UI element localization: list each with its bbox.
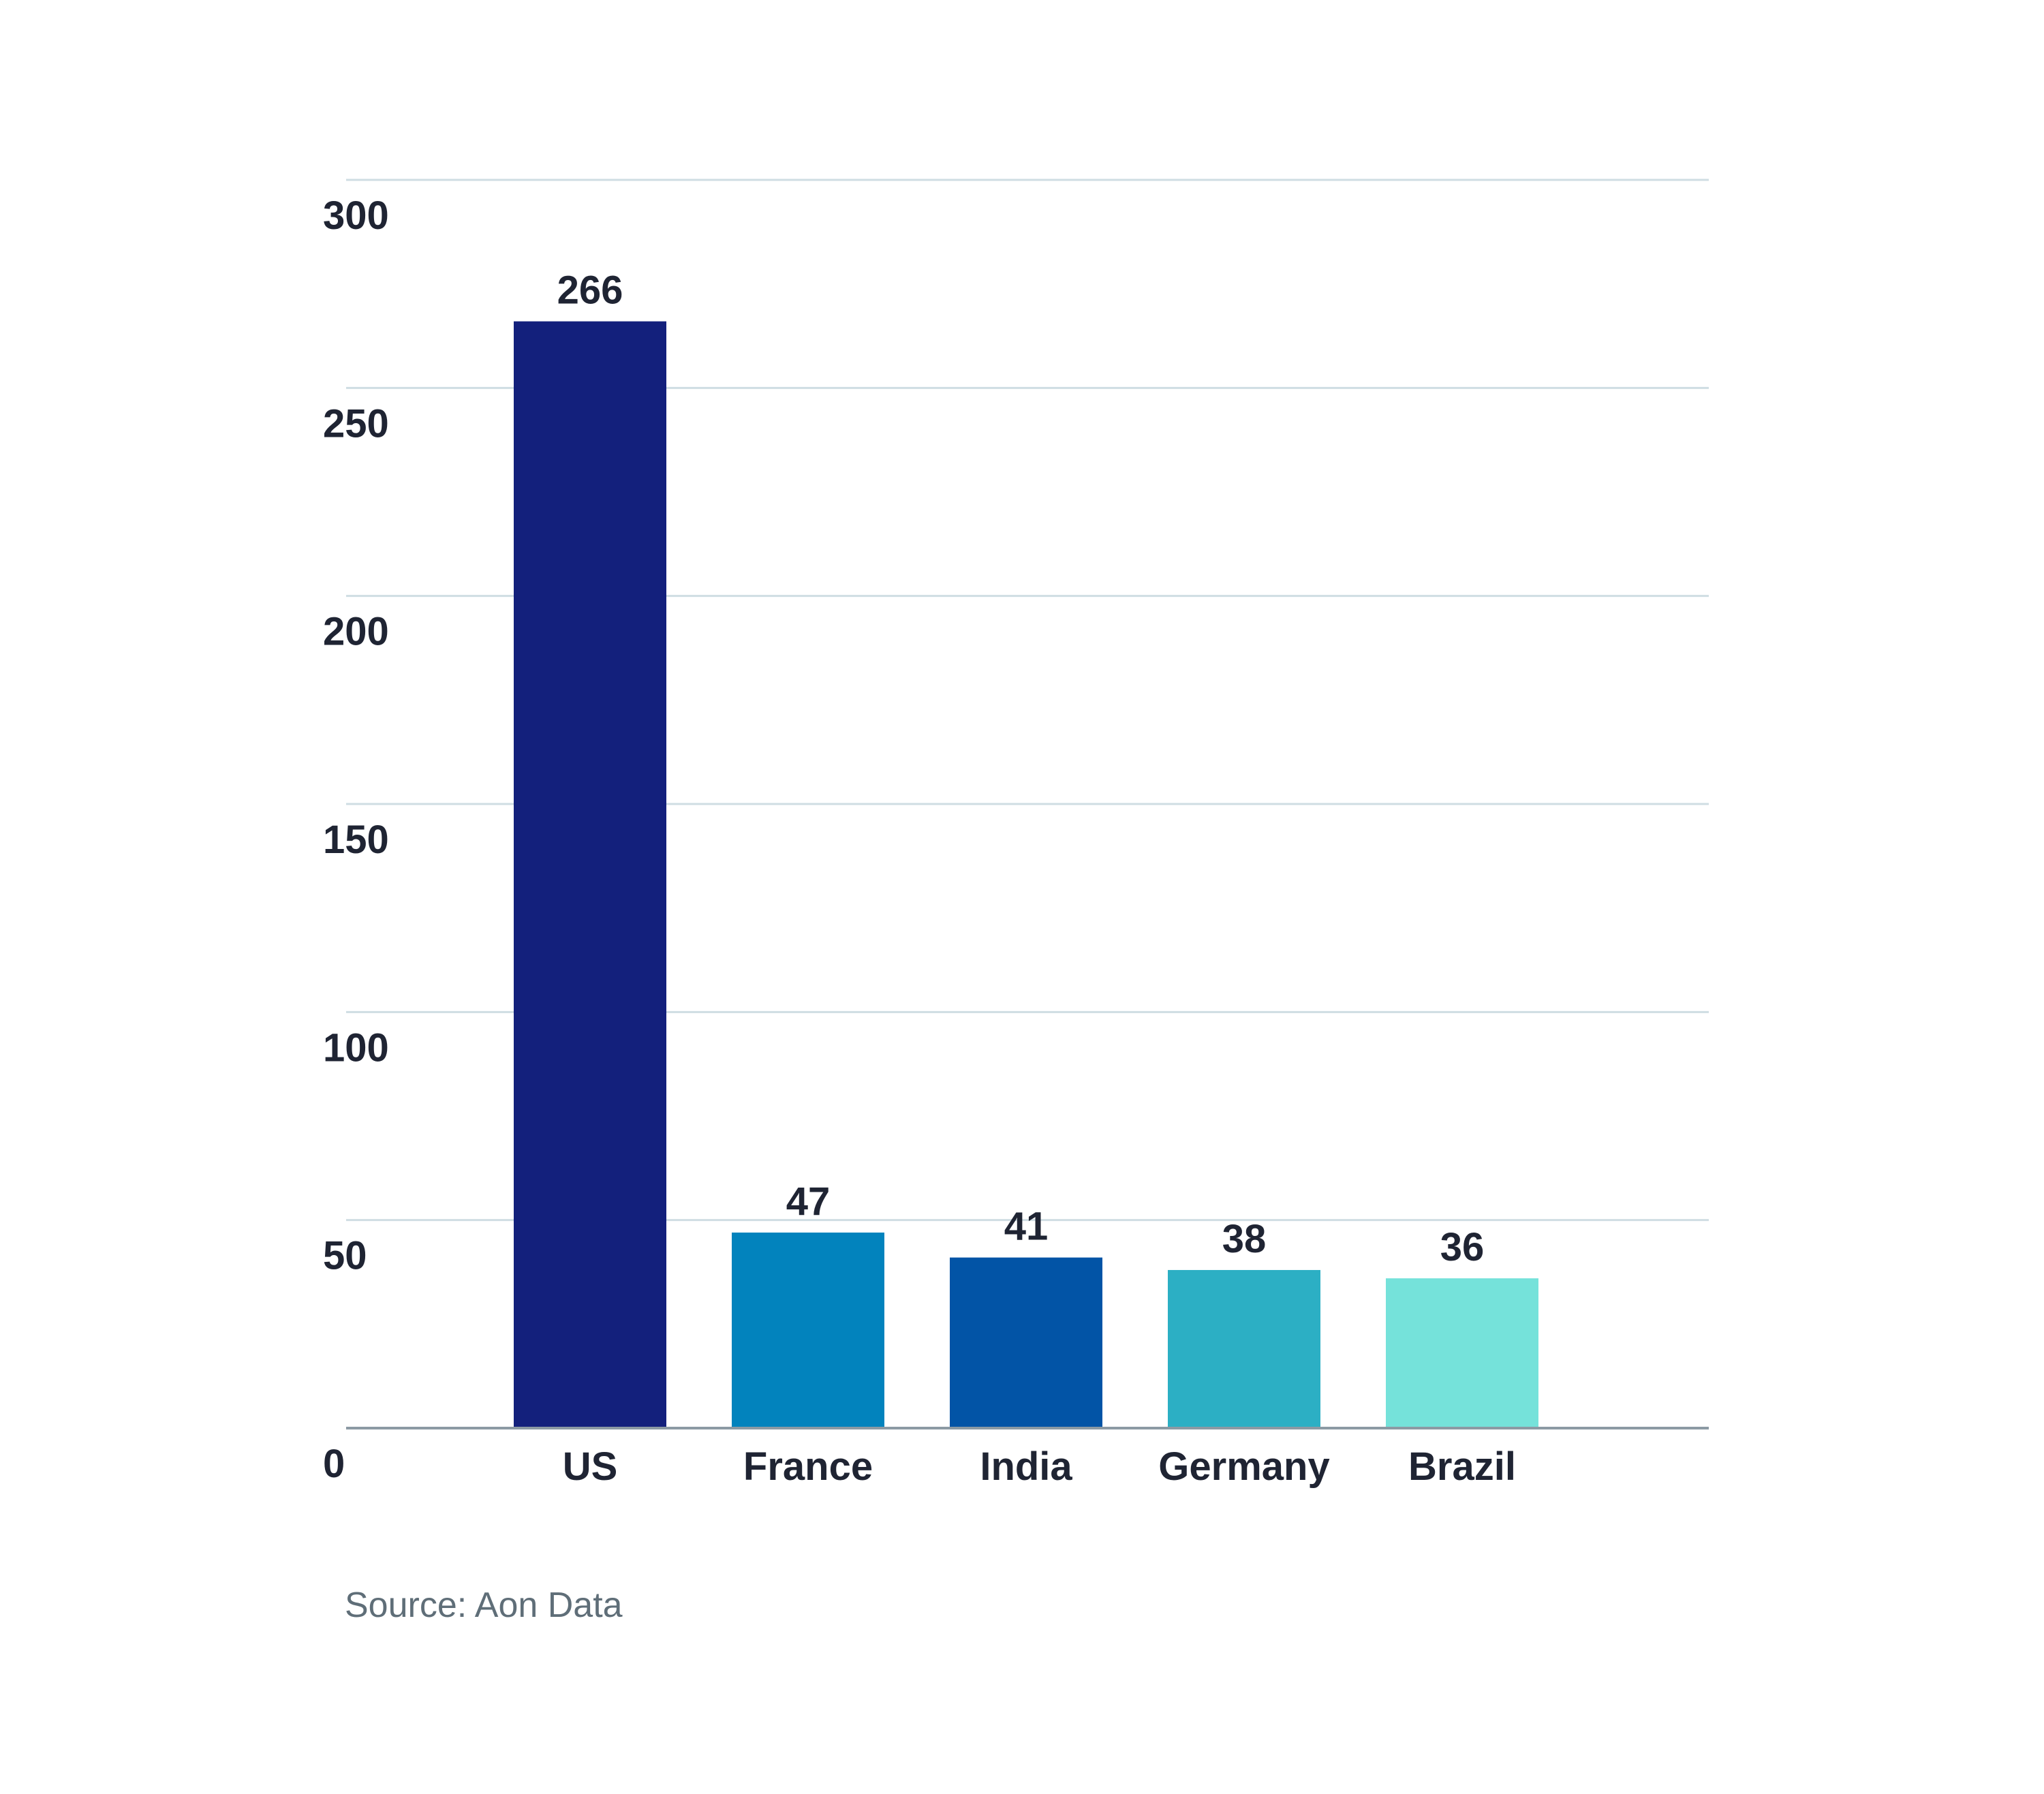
bars [514, 321, 1538, 1428]
source-note: Source: Aon Data [345, 1586, 623, 1625]
y-tick-label-0: 0 [323, 1442, 345, 1486]
x-axis-category-labels: US France India Germany Brazil [563, 1444, 1516, 1489]
y-tick-label-100: 100 [323, 1025, 389, 1070]
category-label-india: India [980, 1444, 1072, 1489]
bar-germany [1168, 1269, 1320, 1428]
y-tick-label-150: 150 [323, 818, 389, 862]
category-label-germany: Germany [1158, 1444, 1329, 1489]
bar-brazil [1386, 1278, 1538, 1428]
value-label-brazil: 36 [1440, 1225, 1485, 1269]
bar-value-labels: 266 47 41 38 36 [557, 268, 1485, 1270]
y-tick-label-50: 50 [323, 1234, 367, 1278]
value-label-india: 41 [1004, 1205, 1049, 1249]
value-label-germany: 38 [1222, 1217, 1267, 1261]
value-label-us: 266 [557, 268, 623, 313]
category-label-brazil: Brazil [1408, 1444, 1516, 1489]
y-tick-label-250: 250 [323, 401, 389, 446]
y-axis-tick-labels: 0 50 100 150 200 250 300 [323, 194, 389, 1486]
y-tick-label-200: 200 [323, 610, 389, 654]
bar-us [514, 321, 666, 1428]
bar-france [732, 1232, 884, 1428]
bar-india [950, 1257, 1102, 1428]
category-label-us: US [563, 1444, 618, 1489]
value-label-france: 47 [786, 1179, 831, 1224]
y-tick-label-300: 300 [323, 194, 389, 238]
category-label-france: France [743, 1444, 873, 1489]
